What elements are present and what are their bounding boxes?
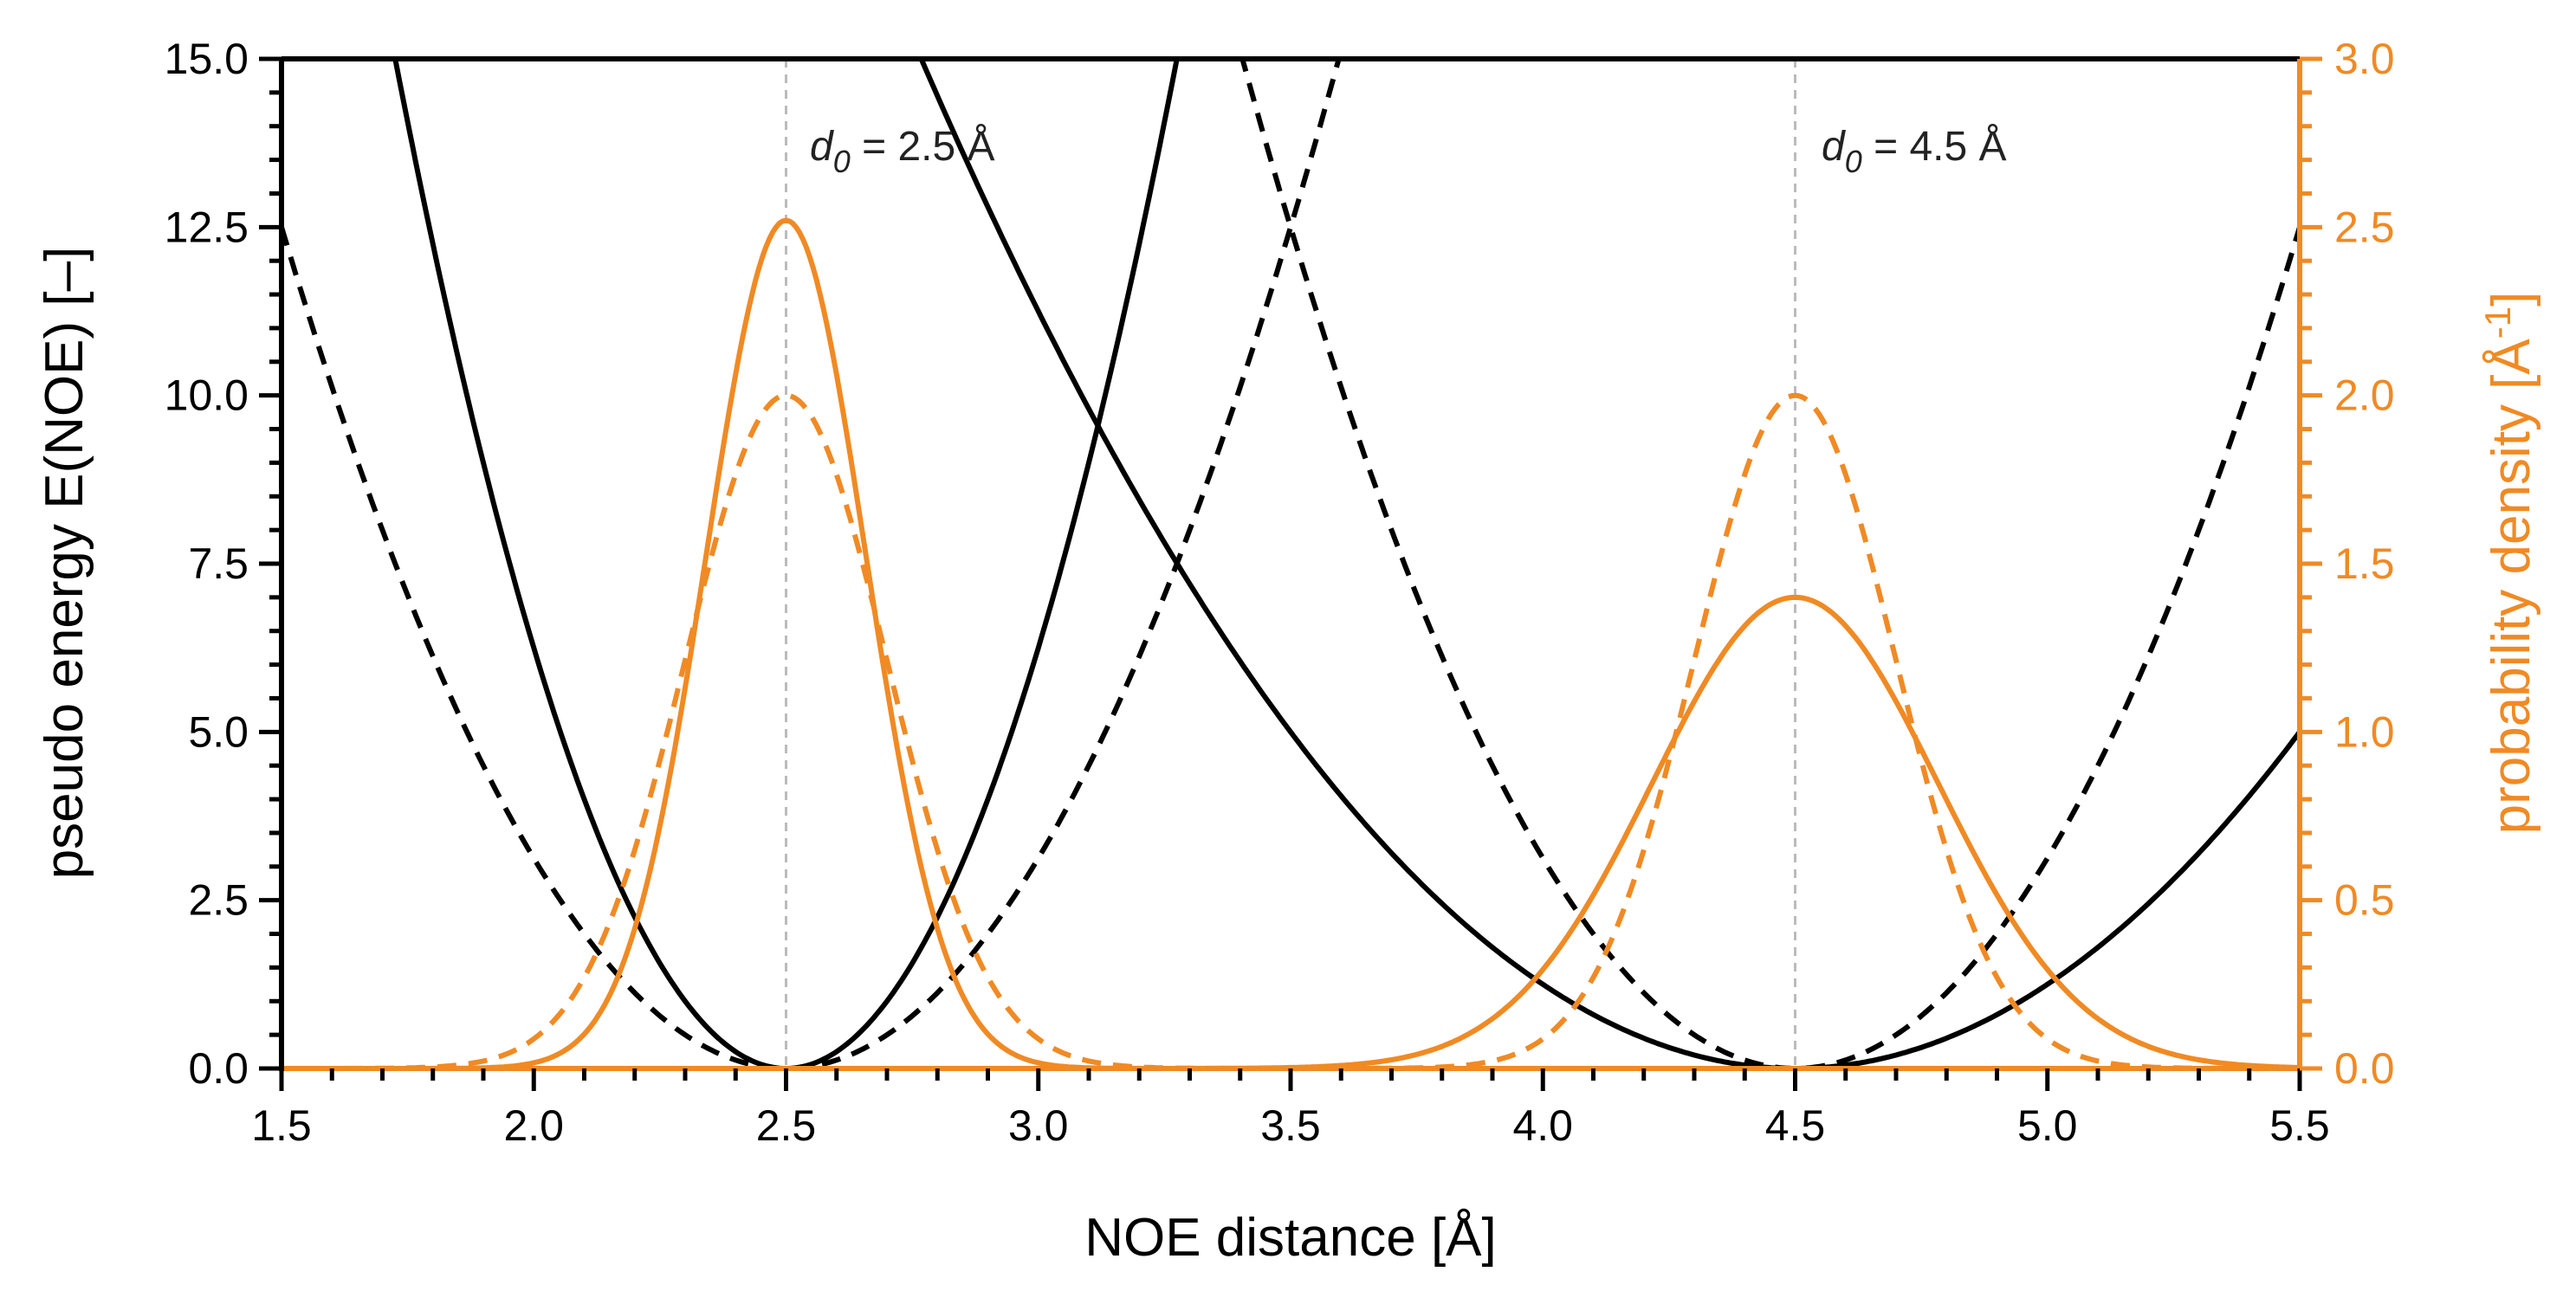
probability-curve-solid-4-5 bbox=[282, 594, 2300, 1068]
y-right-tick-label: 1.0 bbox=[2334, 707, 2395, 756]
x-tick-label: 2.5 bbox=[756, 1101, 817, 1150]
y-right-tick-label: 3.0 bbox=[2334, 35, 2395, 83]
reference-lines bbox=[785, 59, 1796, 1068]
y-right-tick-label: 2.0 bbox=[2334, 371, 2395, 420]
y-right-title-superscript: -1 bbox=[2477, 307, 2518, 339]
y-left-tick-label: 5.0 bbox=[188, 707, 249, 756]
annotation-subscript: 0 bbox=[1845, 144, 1862, 179]
x-tick-label: 4.0 bbox=[1512, 1101, 1573, 1150]
x-tick-label: 2.0 bbox=[503, 1101, 564, 1150]
x-tick-label: 5.5 bbox=[2269, 1101, 2330, 1150]
y-left-tick-label: 15.0 bbox=[165, 35, 249, 83]
probability-curve-dashed-2-5 bbox=[282, 392, 2300, 1068]
y-left-tick-label: 7.5 bbox=[188, 539, 249, 588]
energy-curve-dashed-4-5 bbox=[1239, 59, 2300, 1068]
x-axis-title: NOE distance [Å] bbox=[1084, 1208, 1497, 1268]
y-right-title-close: ] bbox=[2482, 292, 2541, 307]
y-left-tick-label: 0.0 bbox=[188, 1044, 249, 1093]
y-left-tick-label: 10.0 bbox=[165, 371, 249, 420]
y-right-axis-title: probability density [Å-1] bbox=[2477, 292, 2541, 835]
annotation-variable: d bbox=[1822, 124, 1846, 170]
y-left-axis-title: pseudo energy E(NOE) [–] bbox=[35, 247, 94, 880]
y-left-tick-label: 12.5 bbox=[165, 203, 249, 251]
x-tick-label: 5.0 bbox=[2017, 1101, 2078, 1150]
annotation-value: = 4.5 Å bbox=[1862, 124, 2007, 170]
probability-curve-dashed-4-5 bbox=[282, 392, 2300, 1068]
annotation-variable: d bbox=[810, 124, 834, 170]
y-right-tick-label: 0.0 bbox=[2334, 1044, 2395, 1093]
y-right-title-main: probability density [Å bbox=[2482, 339, 2541, 835]
axes bbox=[259, 56, 2322, 1091]
energy-curve-solid-4-5 bbox=[918, 59, 2300, 1068]
probability-curve-solid-2-5 bbox=[282, 217, 2300, 1068]
x-tick-label: 4.5 bbox=[1765, 1101, 1826, 1150]
y-left-tick-label: 2.5 bbox=[188, 876, 249, 925]
annotation-d0-2-5: d0 = 2.5 Å bbox=[810, 124, 995, 179]
annotation-subscript: 0 bbox=[833, 144, 851, 179]
x-tick-label: 3.5 bbox=[1260, 1101, 1321, 1150]
y-right-tick-label: 0.5 bbox=[2334, 876, 2395, 925]
x-tick-label: 1.5 bbox=[251, 1101, 312, 1150]
probability-curves bbox=[282, 217, 2300, 1068]
y-right-tick-label: 1.5 bbox=[2334, 539, 2395, 588]
y-right-tick-label: 2.5 bbox=[2334, 203, 2395, 251]
x-tick-label: 3.0 bbox=[1008, 1101, 1069, 1150]
energy-curve-solid-2-5 bbox=[392, 59, 1180, 1068]
annotation-value: = 2.5 Å bbox=[851, 124, 995, 170]
axis-text: NOE distance [Å] pseudo energy E(NOE) [–… bbox=[35, 35, 2541, 1268]
annotation-d0-4-5: d0 = 4.5 Å bbox=[1822, 124, 2007, 179]
